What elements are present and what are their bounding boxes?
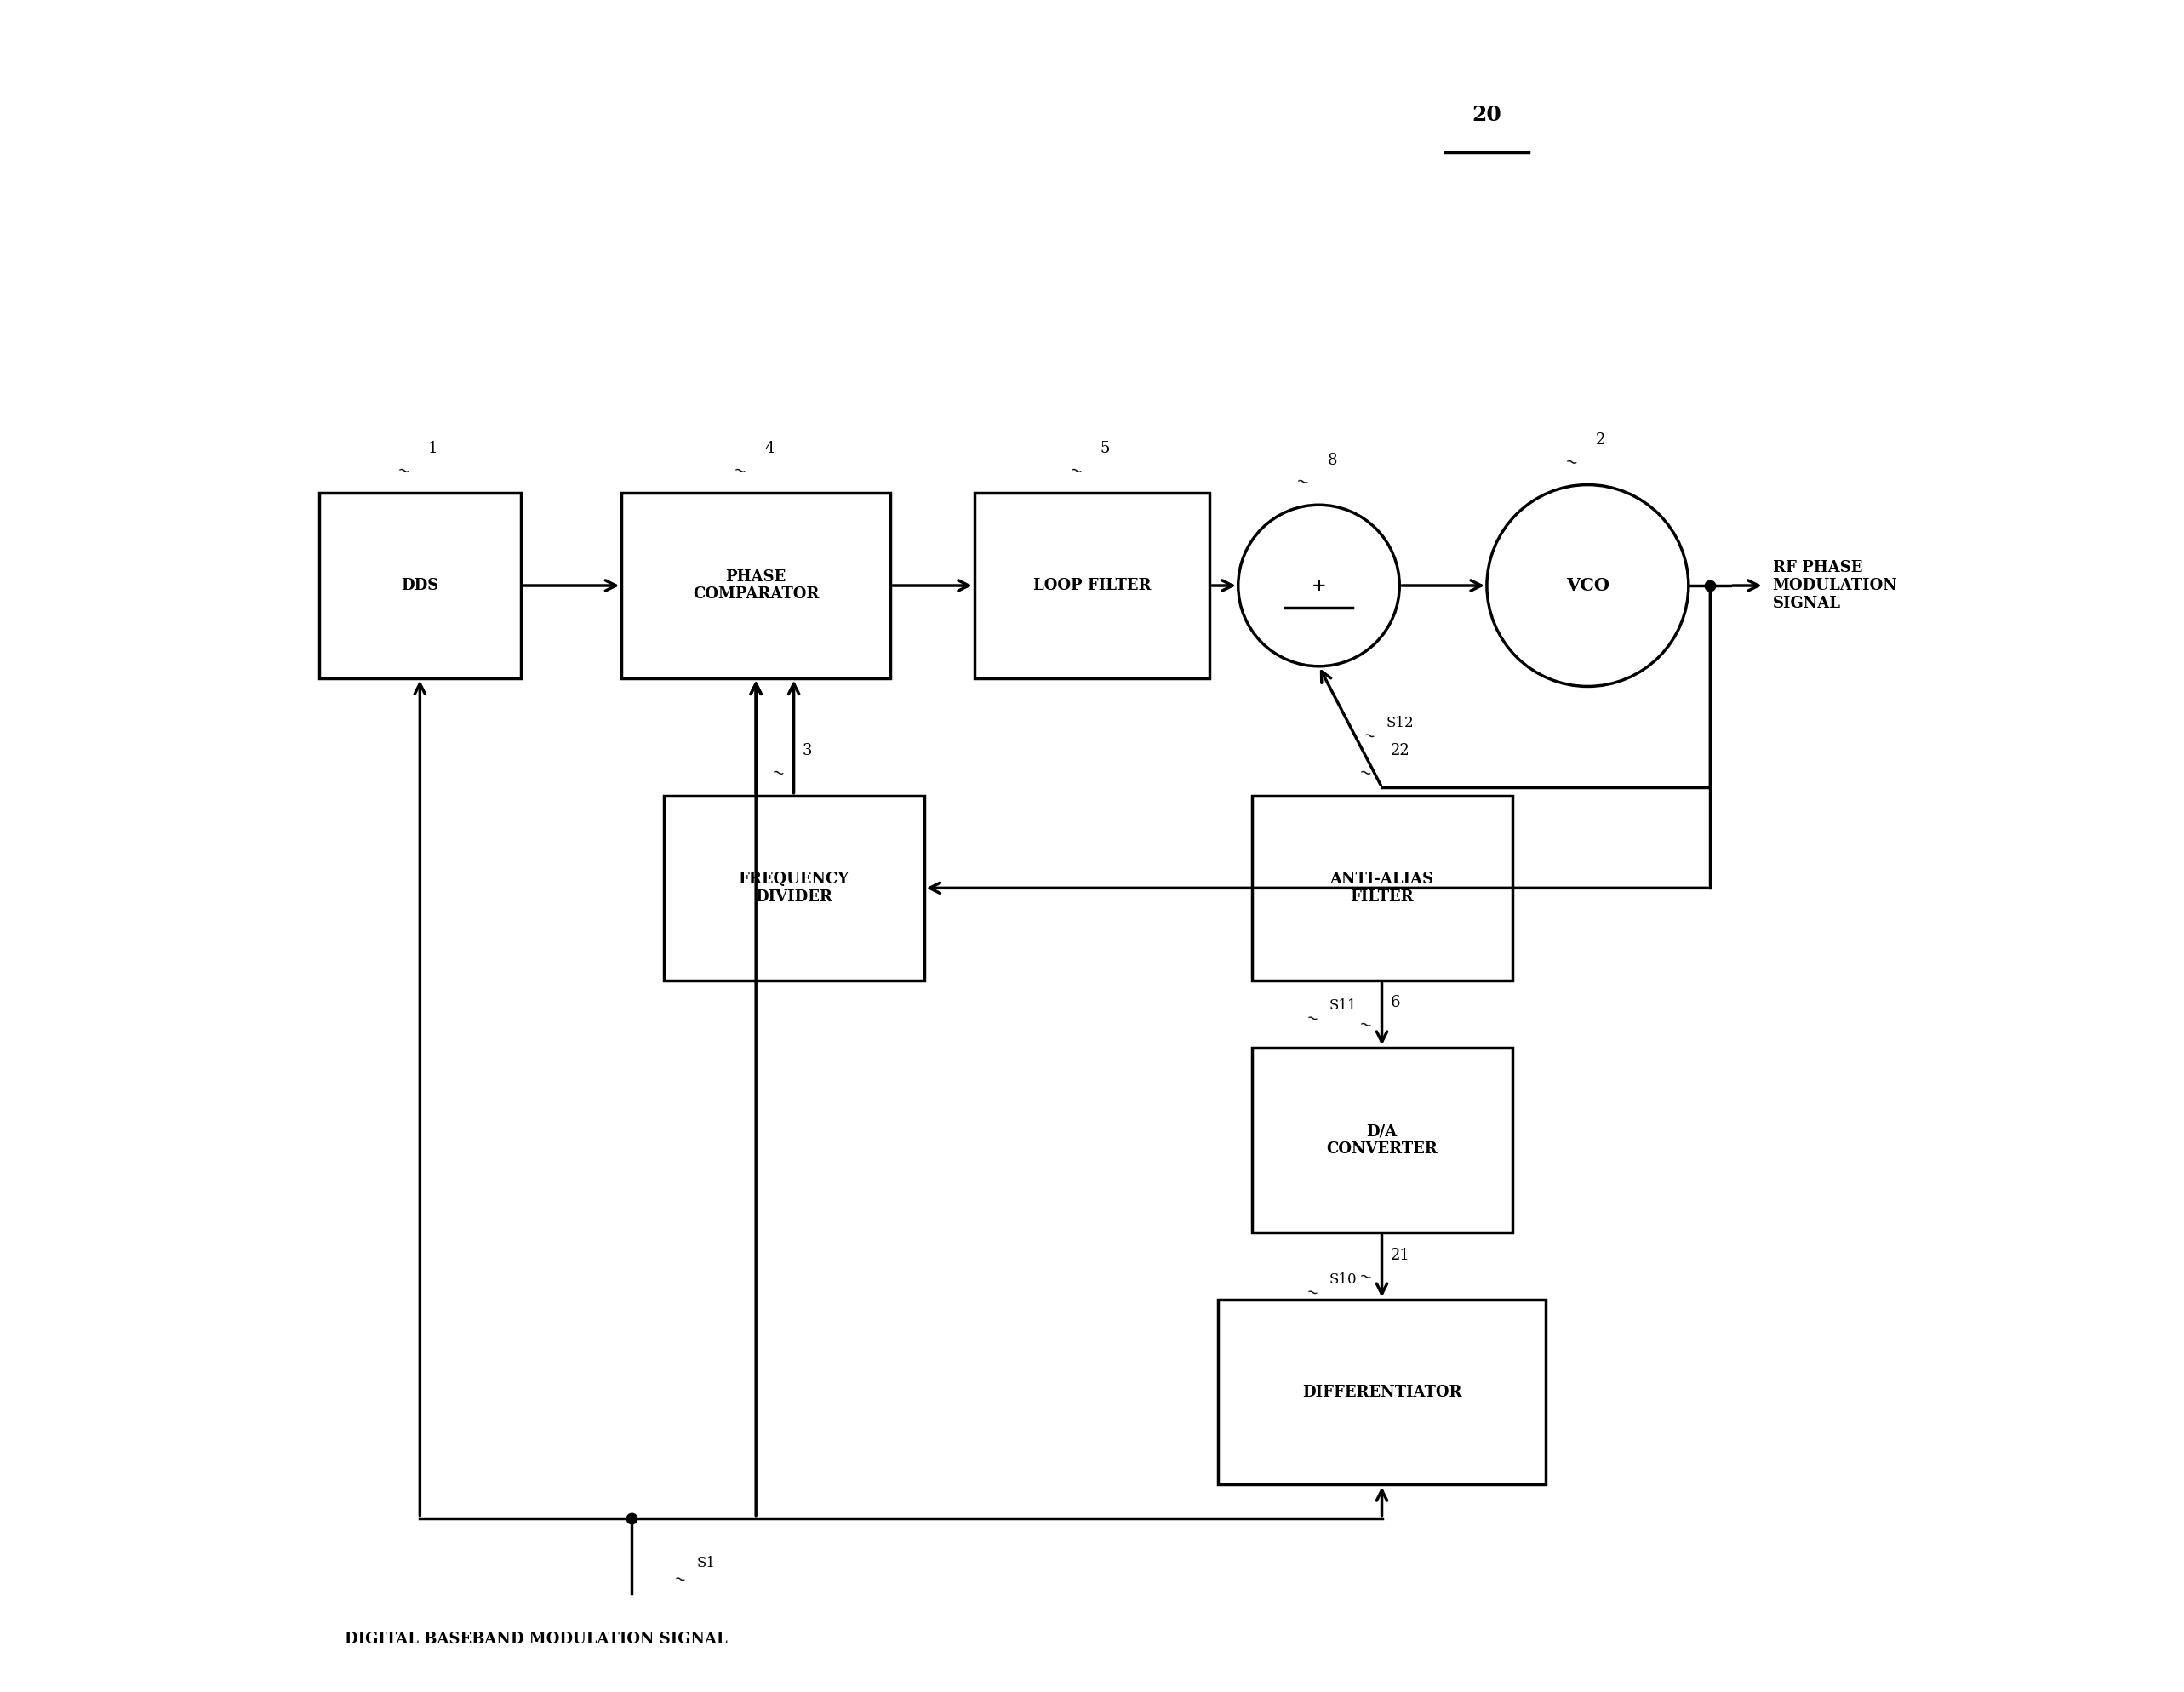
Text: ∼: ∼ [1304,1284,1319,1301]
Text: S10: S10 [1328,1272,1356,1286]
Text: ∼: ∼ [1356,765,1374,782]
Text: FREQUENCY
DIVIDER: FREQUENCY DIVIDER [738,871,850,905]
Text: ∼: ∼ [1356,1017,1374,1034]
FancyBboxPatch shape [1251,795,1511,980]
Text: ∼: ∼ [1356,1267,1374,1286]
Text: 8: 8 [1328,453,1337,469]
Text: S12: S12 [1387,716,1413,731]
Text: 4: 4 [764,442,773,457]
Text: VCO: VCO [1566,577,1610,594]
Text: ∼: ∼ [1295,474,1310,491]
Text: 3: 3 [802,743,812,758]
Circle shape [1487,486,1688,687]
Text: ∼: ∼ [395,462,411,481]
Text: 22: 22 [1391,743,1409,758]
Text: ∼: ∼ [1068,462,1083,481]
FancyBboxPatch shape [622,492,891,678]
Text: ∼: ∼ [1361,728,1376,744]
Text: 1: 1 [428,442,439,457]
Text: ∼: ∼ [769,765,786,782]
Text: 21: 21 [1391,1247,1409,1262]
FancyBboxPatch shape [319,492,520,678]
Circle shape [1238,504,1400,667]
Text: +: + [1310,577,1326,594]
Text: D/A
CONVERTER: D/A CONVERTER [1326,1123,1437,1157]
Text: ∼: ∼ [1564,453,1579,472]
FancyBboxPatch shape [974,492,1210,678]
FancyBboxPatch shape [664,795,924,980]
Text: LOOP FILTER: LOOP FILTER [1033,579,1151,594]
Text: 6: 6 [1391,995,1400,1010]
Text: ANTI-ALIAS
FILTER: ANTI-ALIAS FILTER [1330,871,1435,905]
Text: S1: S1 [697,1557,716,1570]
Text: PHASE
COMPARATOR: PHASE COMPARATOR [692,569,819,602]
Text: ∼: ∼ [732,462,747,481]
Text: DIFFERENTIATOR: DIFFERENTIATOR [1302,1384,1461,1399]
Text: S11: S11 [1328,998,1356,1014]
Text: DDS: DDS [402,579,439,594]
Text: RF PHASE
MODULATION
SIGNAL: RF PHASE MODULATION SIGNAL [1773,560,1898,611]
Text: ∼: ∼ [673,1572,688,1589]
Text: 5: 5 [1101,442,1109,457]
Text: ∼: ∼ [1304,1010,1319,1027]
FancyBboxPatch shape [1219,1299,1546,1484]
FancyBboxPatch shape [1251,1047,1511,1232]
Text: DIGITAL BASEBAND MODULATION SIGNAL: DIGITAL BASEBAND MODULATION SIGNAL [345,1631,727,1646]
Text: 2: 2 [1597,433,1605,448]
Text: 20: 20 [1472,105,1503,125]
